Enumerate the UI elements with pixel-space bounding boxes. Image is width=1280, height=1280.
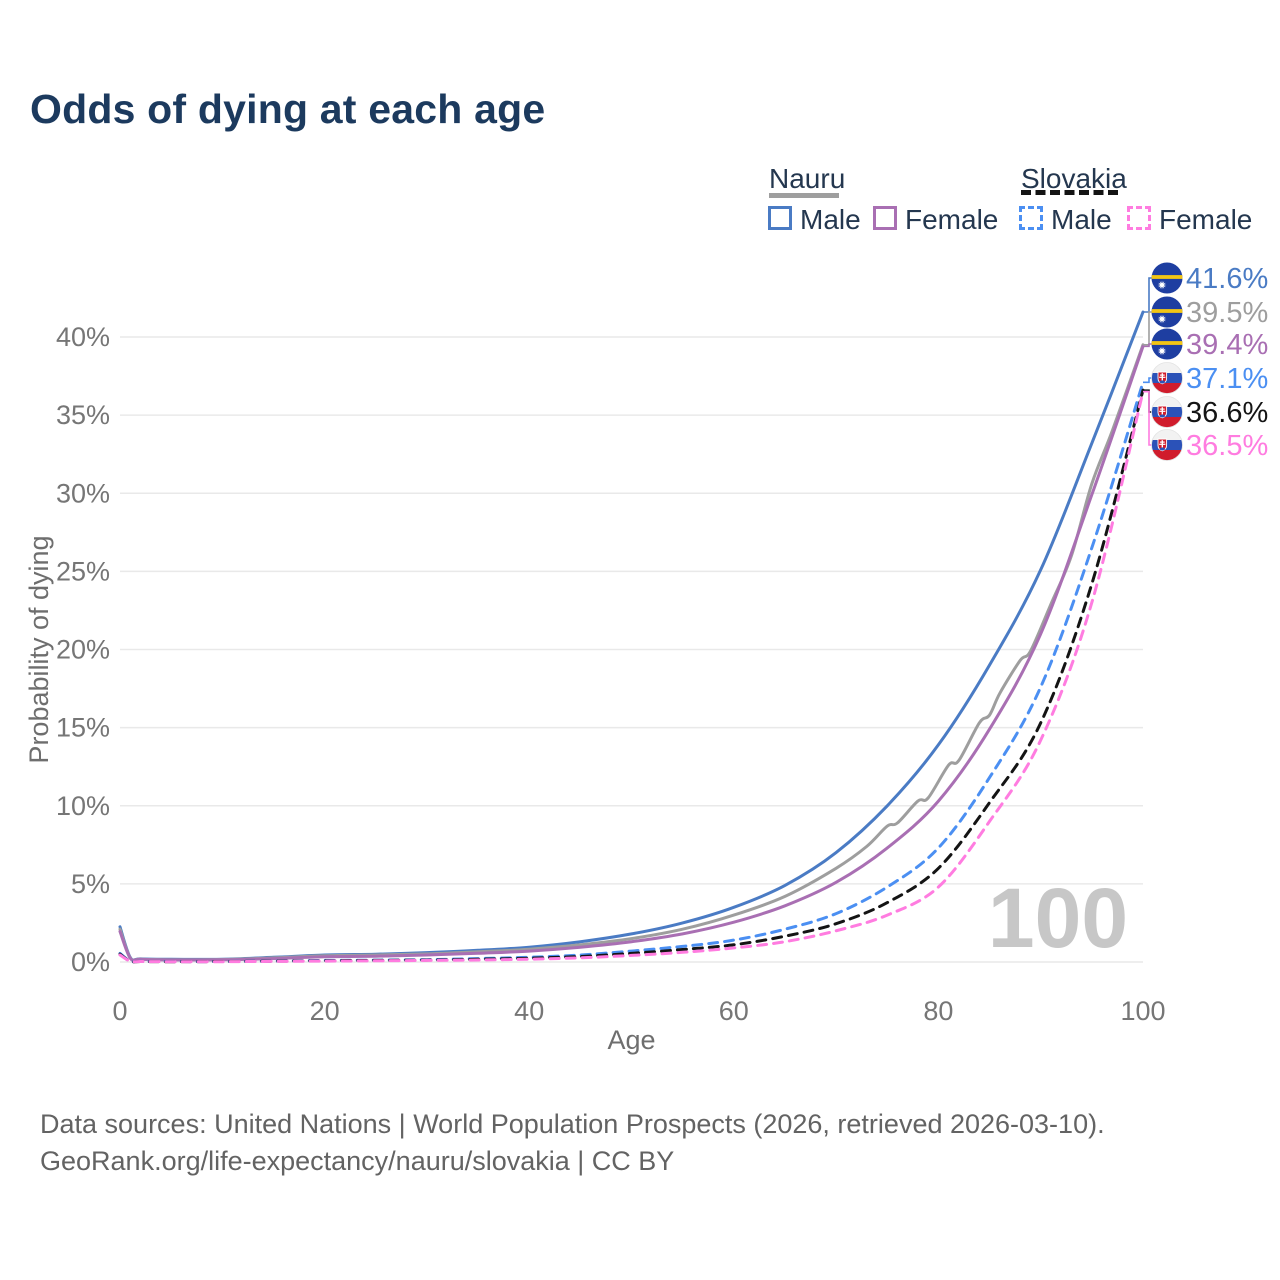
x-axis-title: Age [607,1025,655,1055]
end-value-label: 39.5% [1186,297,1268,329]
data-sources-line1: Data sources: United Nations | World Pop… [40,1109,1105,1139]
slovakia-flag-icon [1151,362,1183,394]
y-tick-label: 25% [56,556,110,586]
legend-nauru-female-swatch[interactable] [873,206,897,230]
end-value-label: 36.5% [1186,430,1268,462]
legend-slovakia-female-label[interactable]: Female [1159,204,1253,235]
slovakia-flag-icon [1151,429,1183,461]
end-value-label: 41.6% [1186,263,1268,295]
end-value-label: 36.6% [1186,397,1268,429]
y-tick-label: 10% [56,791,110,821]
chart-title: Odds of dying at each age [30,86,546,132]
nauru-flag-icon [1151,296,1183,328]
end-value-label: 39.4% [1186,329,1268,361]
legend-group-nauru-heading[interactable]: Nauru [769,163,846,194]
watermark-age-100: 100 [988,871,1128,965]
legend-nauru-male-swatch[interactable] [768,206,792,230]
series-line-nauru-female[interactable] [118,344,1145,962]
nauru-flag-icon [1151,262,1183,294]
y-tick-label: 15% [56,713,110,743]
y-tick-label: 35% [56,400,110,430]
y-axis-title: Probability of dying [24,535,54,763]
slovakia-flag-icon [1151,396,1183,428]
x-tick-label: 100 [1120,996,1165,1026]
end-value-label: 37.1% [1186,363,1268,395]
legend-nauru-male-label[interactable]: Male [800,204,861,235]
data-sources-line2: GeoRank.org/life-expectancy/nauru/slovak… [40,1146,675,1176]
legend-nauru-female-label[interactable]: Female [905,204,999,235]
y-tick-label: 40% [56,322,110,352]
data-sources: Data sources: United Nations | World Pop… [40,1106,1105,1180]
legend-group-slovakia-heading[interactable]: Slovakia [1021,163,1127,194]
nauru-flag-icon [1151,328,1183,360]
x-tick-label: 40 [514,996,544,1026]
legend-slovakia-female-swatch[interactable] [1127,206,1151,230]
legend-slovakia-male-swatch[interactable] [1019,206,1043,230]
y-tick-label: 5% [71,869,110,899]
series-line-nauru-both[interactable] [118,343,1145,962]
y-tick-label: 30% [56,478,110,508]
legend-slovakia-male-label[interactable]: Male [1051,204,1112,235]
y-tick-label: 0% [71,947,110,977]
x-tick-label: 0 [112,996,127,1026]
series-line-nauru-male[interactable] [118,310,1145,962]
x-tick-label: 60 [719,996,749,1026]
series-line-slovakia-female[interactable] [118,390,1145,964]
legend-slovakia-line-swatch [1021,190,1118,195]
x-tick-label: 80 [923,996,953,1026]
y-tick-label: 20% [56,635,110,665]
x-tick-label: 20 [310,996,340,1026]
legend-nauru-line-swatch [769,193,839,198]
